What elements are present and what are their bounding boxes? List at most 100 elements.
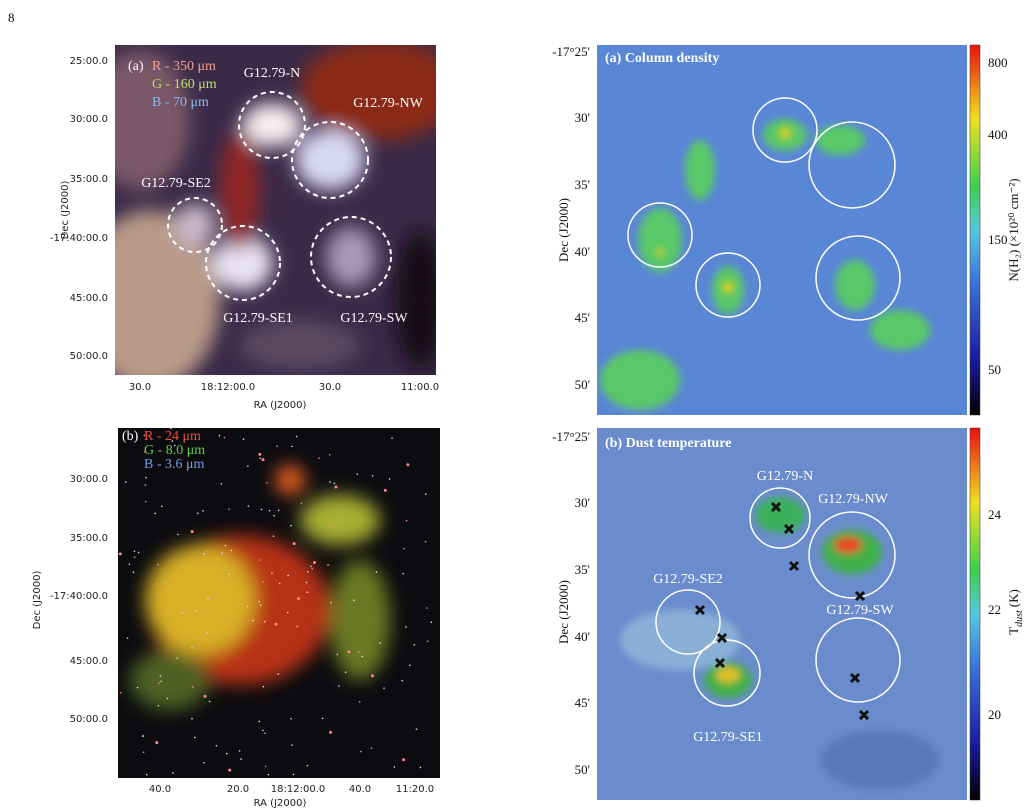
star [306, 764, 309, 767]
decoration [752, 97, 818, 163]
star [137, 551, 140, 554]
star [224, 544, 227, 547]
panel-title: (a) Column density [605, 51, 719, 66]
decoration [295, 130, 365, 190]
star [430, 621, 433, 624]
decoration [330, 560, 390, 680]
star [230, 549, 233, 552]
star [321, 717, 324, 720]
decoration [220, 130, 260, 250]
decoration [310, 216, 392, 298]
marker [770, 501, 782, 513]
star [173, 444, 176, 447]
star [191, 717, 193, 720]
decoration [969, 44, 981, 416]
star [306, 591, 308, 593]
dust-temperature-map [597, 428, 967, 800]
star [225, 752, 228, 755]
decoration [130, 465, 390, 710]
star [197, 512, 199, 515]
star [402, 572, 405, 575]
star [171, 440, 174, 442]
star [143, 451, 146, 453]
star [329, 481, 331, 483]
decoration [656, 127, 791, 293]
star [258, 559, 261, 561]
decoration [115, 45, 436, 375]
colorbar-tick-label: 50 [988, 362, 1001, 377]
panel-title: (b) Dust temperature [605, 436, 732, 451]
overlays [167, 44, 981, 801]
star [259, 604, 262, 607]
decoration [655, 589, 721, 655]
decoration [685, 140, 715, 200]
star [220, 482, 223, 485]
star [272, 535, 275, 537]
star [277, 509, 280, 512]
decoration [755, 497, 805, 533]
star [158, 682, 160, 684]
star [177, 533, 179, 536]
panel-label: (b) [122, 429, 139, 444]
star [259, 457, 261, 459]
star [264, 765, 267, 768]
star [144, 484, 147, 486]
star [126, 637, 129, 639]
decoration [175, 203, 215, 247]
star [271, 572, 273, 574]
y-tick-label: 50' [575, 762, 590, 777]
star [291, 445, 293, 448]
star [118, 552, 122, 556]
band-legend: G - 160 μm [152, 77, 217, 92]
star [358, 701, 361, 703]
y-tick-label: 40' [575, 629, 590, 644]
star [262, 685, 265, 688]
decoration [118, 428, 433, 776]
marker [788, 560, 800, 572]
y-tick-label: -17:40:00.0 [50, 233, 108, 244]
decoration [242, 103, 302, 147]
band-legend: B - 70 μm [152, 95, 209, 110]
star [375, 571, 378, 574]
y-tick-label: -17°25' [552, 429, 590, 444]
decoration [145, 545, 255, 655]
star [274, 622, 278, 626]
region-label: G12.79-N [244, 66, 300, 81]
star [159, 675, 162, 677]
region-label: G12.79-NW [353, 96, 423, 111]
star [203, 761, 205, 764]
y-tick-label: 50:00.0 [70, 351, 108, 362]
star [402, 758, 406, 762]
y-axis-label: Dec (J2000) [556, 198, 571, 262]
marker [849, 672, 861, 684]
decoration [275, 465, 305, 495]
star [133, 550, 136, 552]
star [132, 571, 135, 574]
decoration [238, 91, 306, 159]
decoration [326, 227, 376, 287]
decoration [291, 121, 369, 199]
dashed-regions [167, 91, 392, 301]
star [221, 552, 224, 554]
band-legend: R - 24 μm [144, 429, 201, 444]
star [157, 704, 160, 707]
star [336, 653, 339, 656]
star [145, 773, 148, 776]
star [186, 564, 189, 567]
star [353, 599, 355, 602]
star [215, 744, 218, 747]
star [391, 437, 393, 439]
decoration [808, 511, 896, 599]
star [305, 581, 308, 584]
star [207, 598, 209, 600]
star [291, 744, 293, 746]
marker [716, 632, 728, 644]
star [252, 619, 254, 622]
star [261, 458, 265, 462]
star [333, 525, 336, 528]
star [334, 485, 338, 489]
star [206, 550, 208, 553]
star [383, 488, 387, 492]
star [328, 454, 331, 456]
